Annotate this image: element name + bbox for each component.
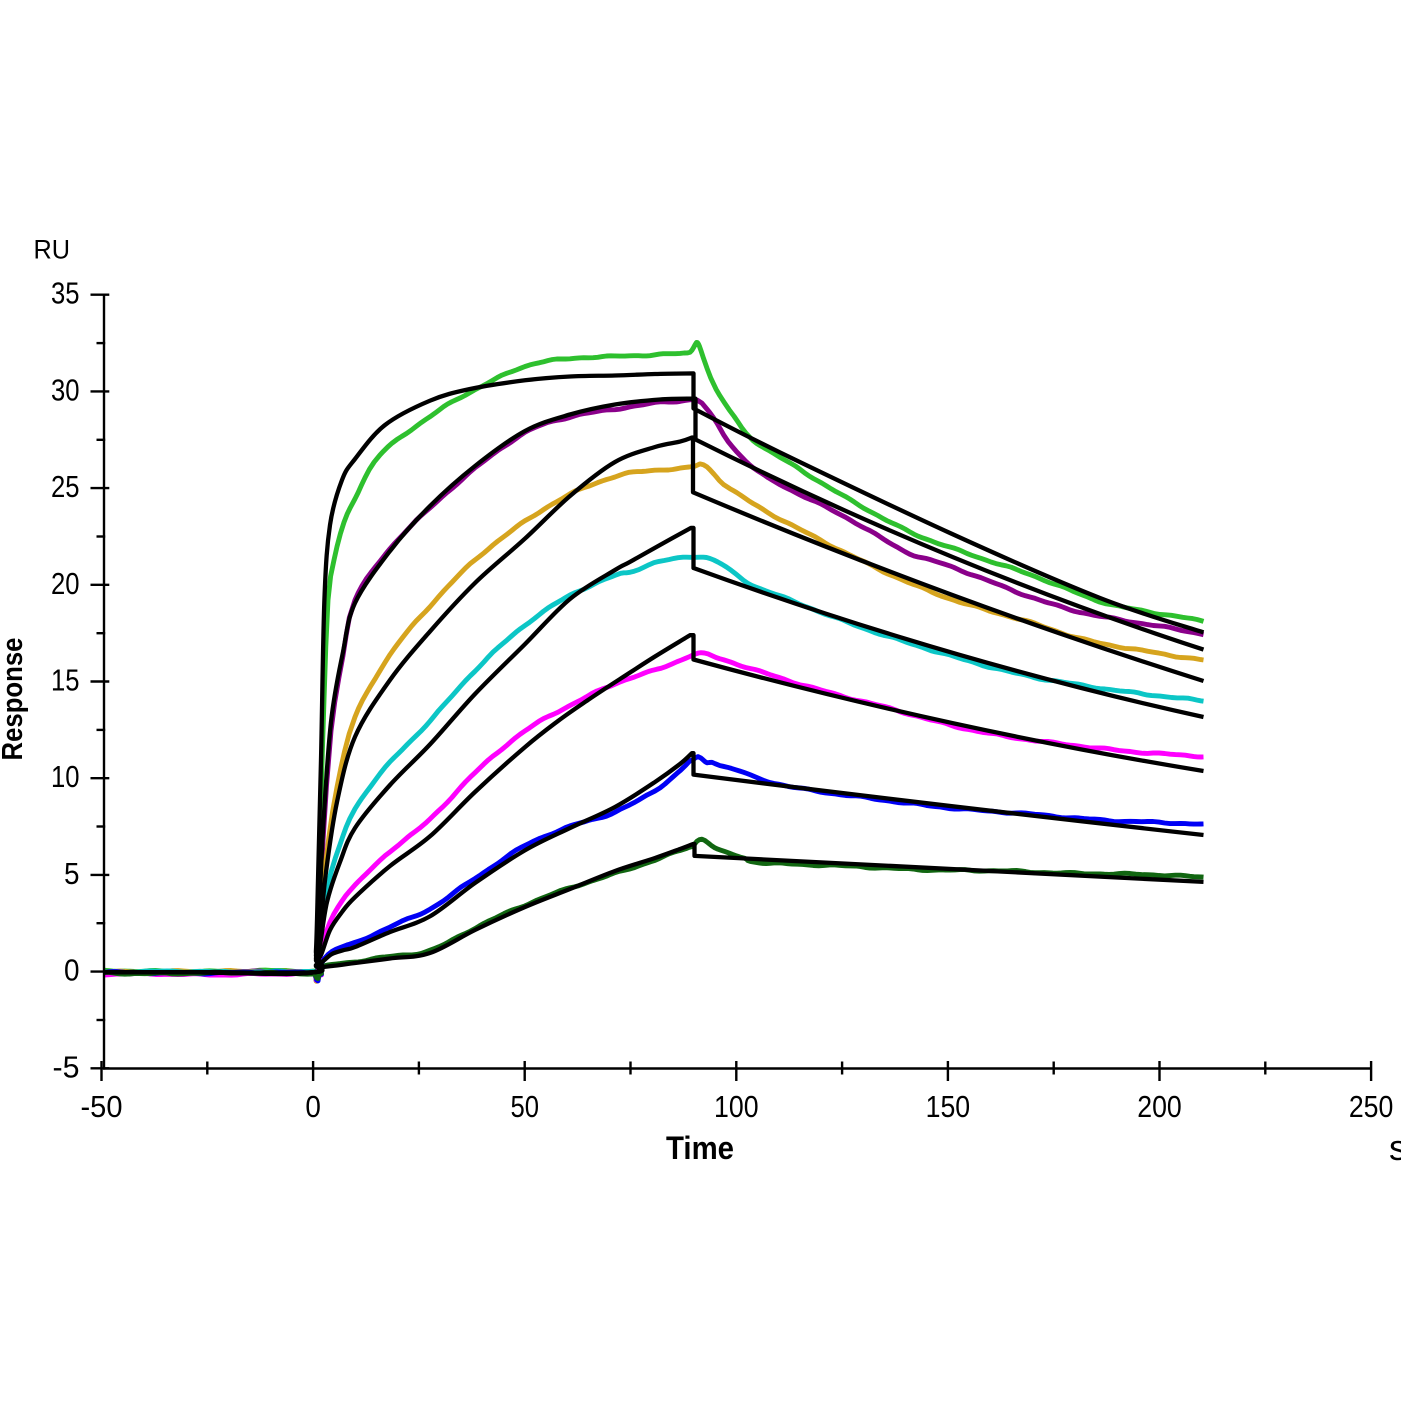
svg-text:RU: RU — [34, 235, 71, 265]
svg-text:10: 10 — [51, 759, 80, 794]
svg-text:35: 35 — [51, 276, 80, 311]
svg-text:-50: -50 — [81, 1089, 123, 1124]
svg-text:200: 200 — [1137, 1089, 1182, 1124]
svg-text:-5: -5 — [53, 1049, 80, 1084]
svg-text:Response: Response — [0, 638, 29, 761]
svg-text:30: 30 — [51, 372, 80, 407]
svg-text:25: 25 — [51, 469, 80, 504]
svg-text:5: 5 — [64, 856, 80, 891]
svg-text:0: 0 — [305, 1089, 321, 1124]
svg-text:50: 50 — [510, 1089, 539, 1124]
svg-text:Time: Time — [666, 1130, 734, 1166]
svg-text:0: 0 — [64, 953, 80, 988]
svg-text:15: 15 — [51, 663, 80, 698]
svg-text:s: s — [1389, 1127, 1401, 1168]
svg-text:20: 20 — [51, 566, 80, 601]
svg-text:250: 250 — [1349, 1089, 1394, 1124]
svg-text:150: 150 — [926, 1089, 971, 1124]
svg-text:100: 100 — [714, 1089, 759, 1124]
